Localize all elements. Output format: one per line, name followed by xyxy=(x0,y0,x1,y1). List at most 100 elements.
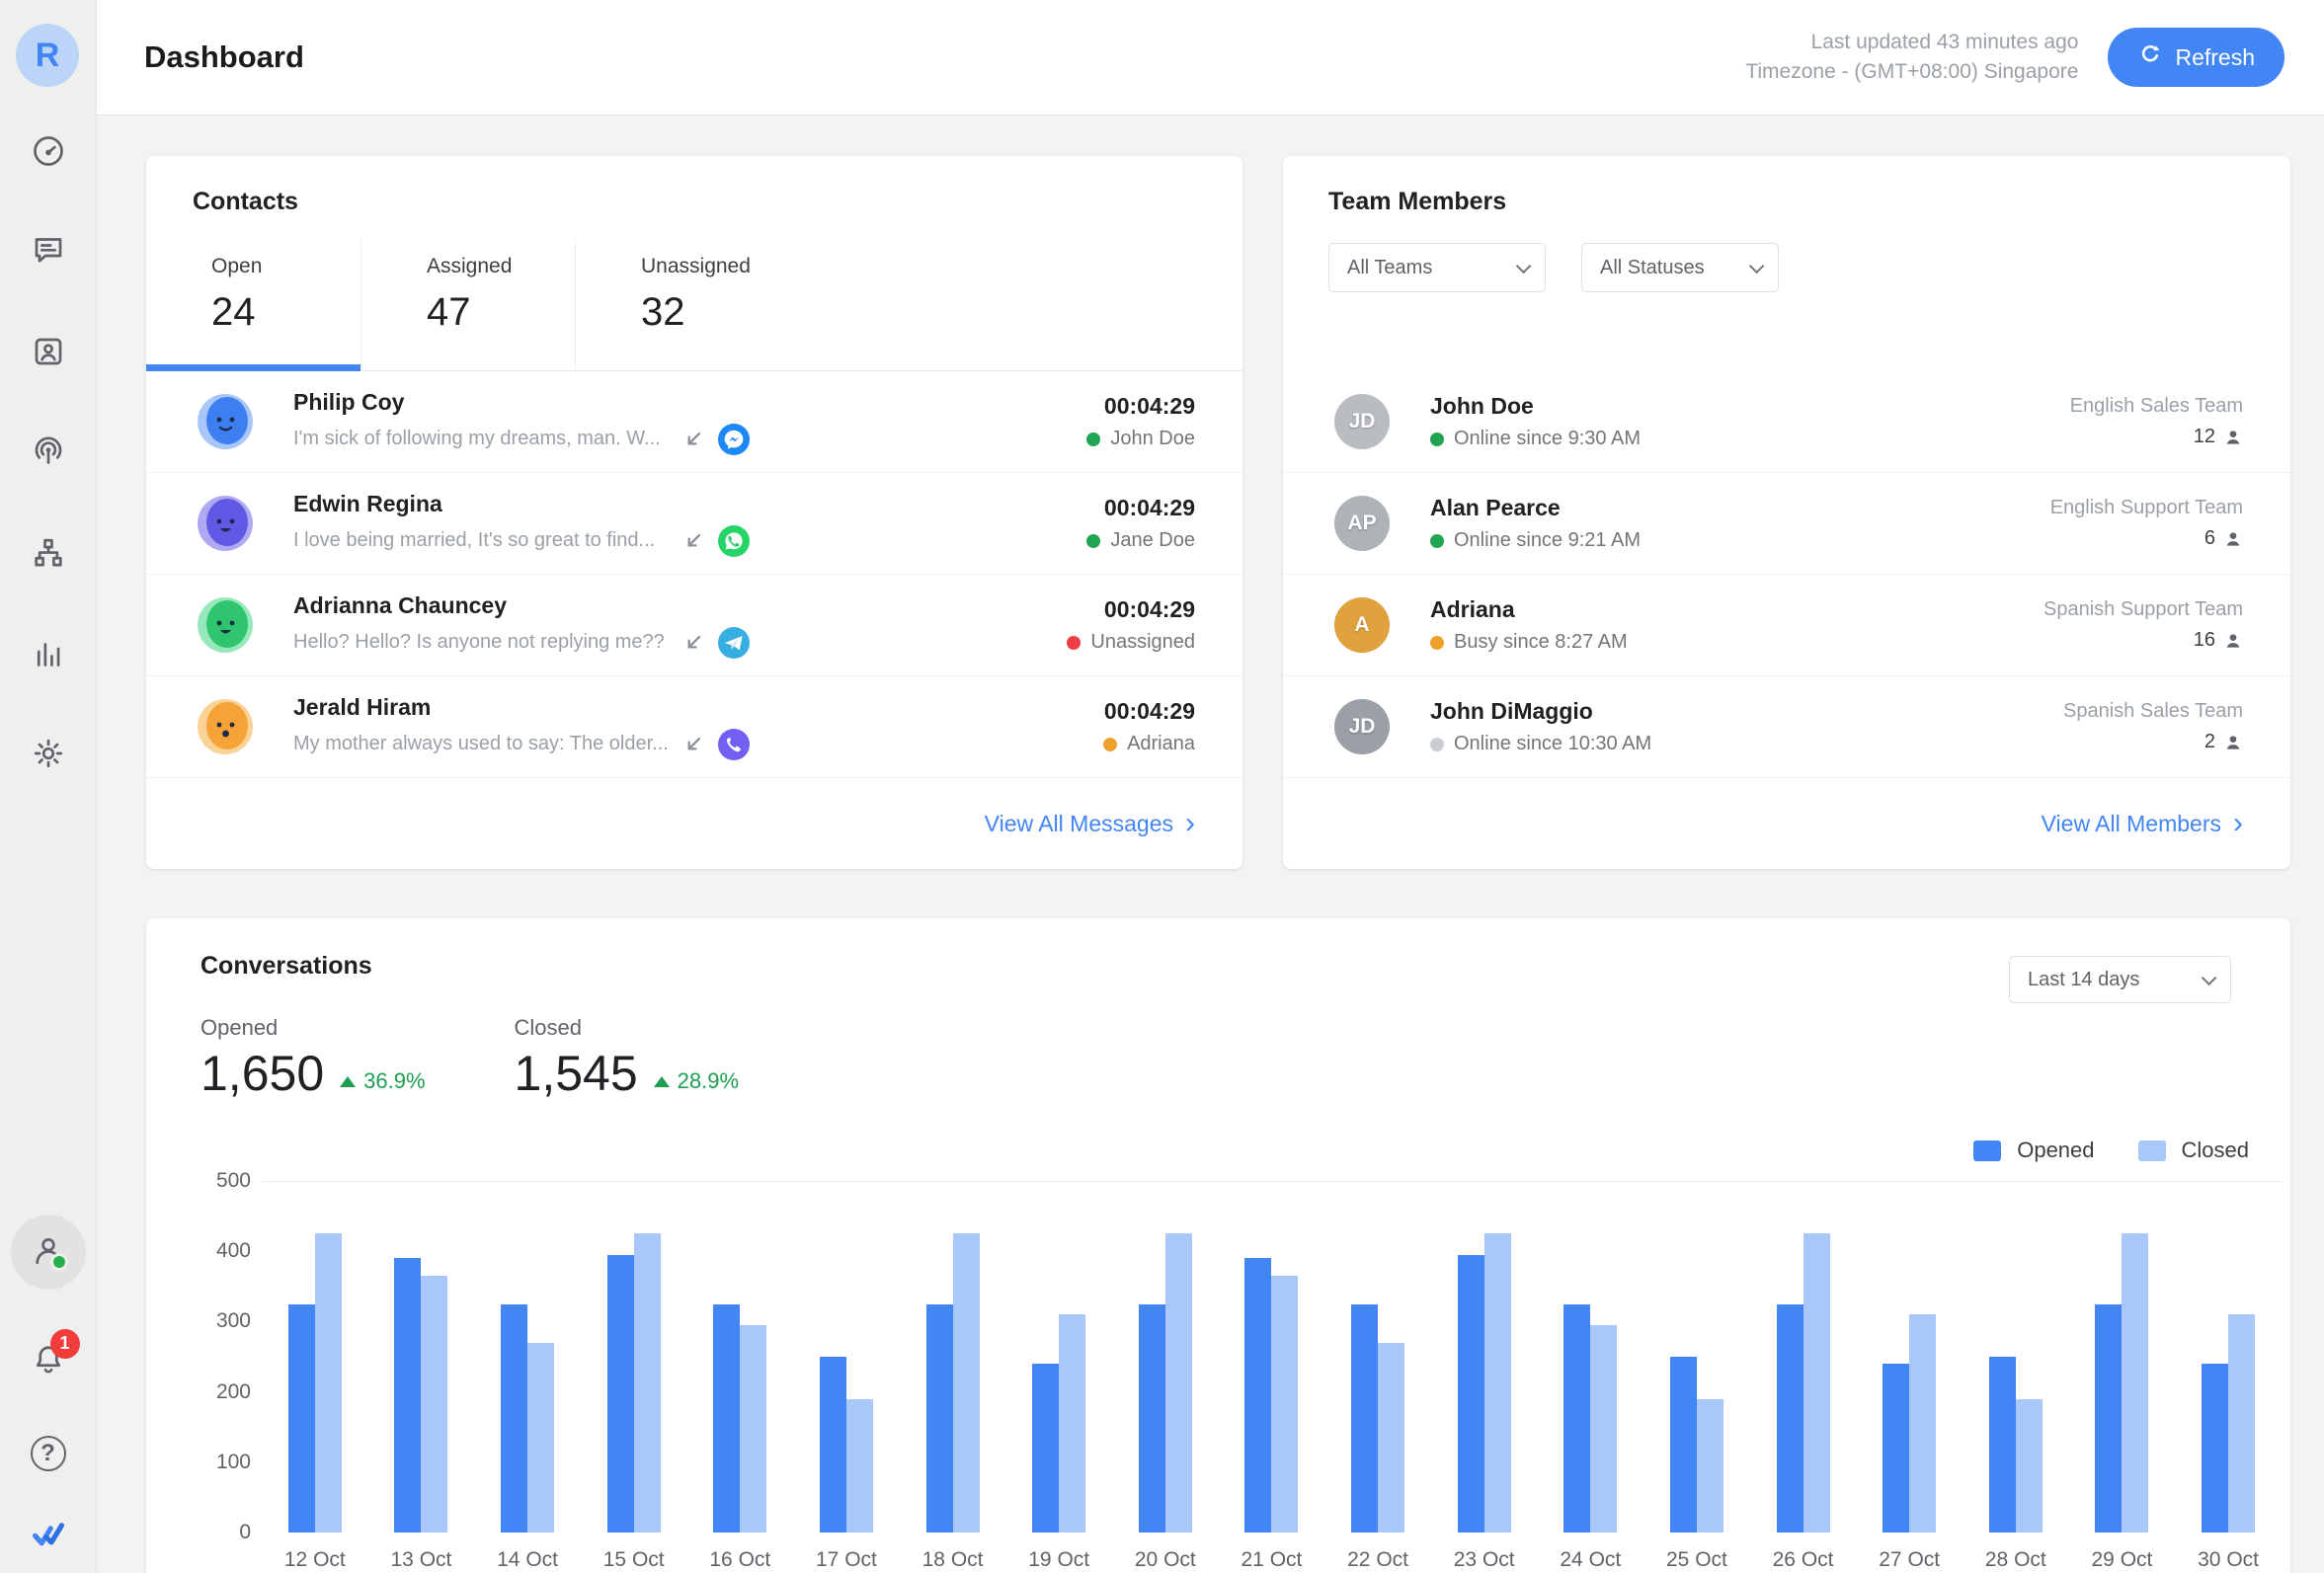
y-axis-label: 400 xyxy=(215,1239,251,1263)
contact-row[interactable]: Philip Coy I'm sick of following my drea… xyxy=(146,371,1242,473)
x-axis-label: 20 Oct xyxy=(1134,1548,1196,1571)
question-mark-icon: ? xyxy=(30,1436,66,1471)
sidebar-item-contacts[interactable] xyxy=(29,334,68,373)
sidebar-item-dashboard[interactable] xyxy=(29,133,68,173)
team-member-row[interactable]: JD John DiMaggio Online since 10:30 AM S… xyxy=(1283,676,2290,778)
contact-row[interactable]: Edwin Regina I love being married, It's … xyxy=(146,473,1242,575)
contact-row[interactable]: Adrianna Chauncey Hello? Hello? Is anyon… xyxy=(146,575,1242,676)
bar-opened xyxy=(1669,1357,1697,1533)
legend-swatch xyxy=(1973,1140,2002,1161)
bar-opened xyxy=(287,1303,315,1533)
contact-name: Jerald Hiram xyxy=(293,693,432,720)
chevron-right-icon: › xyxy=(1185,807,1195,839)
page-title: Dashboard xyxy=(144,39,304,74)
channel-icon xyxy=(718,525,750,557)
chart-bar-group: 18 Oct xyxy=(900,1181,1006,1571)
chart-bar-group: 15 Oct xyxy=(581,1181,687,1571)
double-check-logo-icon xyxy=(31,1516,66,1556)
stat-delta: 28.9% xyxy=(653,1068,740,1094)
member-avatar: JD xyxy=(1334,699,1390,754)
contacts-tab[interactable]: Unassigned 32 xyxy=(575,239,789,370)
bar-opened xyxy=(2202,1364,2229,1533)
help-button[interactable]: ? xyxy=(29,1434,68,1473)
team-member-row[interactable]: AP Alan Pearce Online since 9:21 AM Engl… xyxy=(1283,473,2290,575)
bar-chart-icon xyxy=(31,637,66,677)
contact-timer: 00:04:29 xyxy=(1103,495,1195,520)
sidebar-item-broadcast[interactable] xyxy=(29,434,68,474)
member-name: John DiMaggio xyxy=(1430,698,1593,724)
contact-message-preview: I'm sick of following my dreams, man. W.… xyxy=(293,428,661,449)
bar-closed xyxy=(2228,1314,2256,1533)
bar-closed xyxy=(1696,1398,1723,1533)
sidebar: R xyxy=(0,0,97,1573)
sidebar-item-messages[interactable] xyxy=(29,232,68,272)
bar-opened xyxy=(1457,1254,1484,1533)
x-axis-label: 26 Oct xyxy=(1772,1548,1834,1571)
contact-avatar xyxy=(198,496,253,551)
x-axis-label: 17 Oct xyxy=(816,1548,877,1571)
bar-closed xyxy=(1378,1342,1405,1533)
contact-row-right: 00:04:29 Jane Doe xyxy=(1086,495,1195,552)
team-member-row[interactable]: JD John Doe Online since 9:30 AM English… xyxy=(1283,371,2290,473)
date-range-select[interactable]: Last 14 days xyxy=(2009,956,2231,1003)
member-row-right: English Support Team 6 xyxy=(2050,497,2243,550)
all-statuses-select[interactable]: All Statuses xyxy=(1581,243,1779,292)
stat-block: Closed 1,545 28.9% xyxy=(515,1015,740,1102)
header-meta: Last updated 43 minutes ago Timezone - (… xyxy=(1745,28,2078,87)
bar-closed xyxy=(740,1324,767,1533)
contacts-tab[interactable]: Open 24 xyxy=(146,239,361,371)
stat-value: 1,650 xyxy=(200,1046,325,1101)
all-teams-select[interactable]: All Teams xyxy=(1328,243,1546,292)
member-row-right: English Sales Team 12 xyxy=(2070,395,2243,448)
sidebar-item-reports[interactable] xyxy=(29,637,68,676)
contact-row-right: 00:04:29 Adriana xyxy=(1103,698,1195,755)
bar-opened xyxy=(1988,1357,2016,1533)
view-all-members-link[interactable]: View All Members › xyxy=(2042,809,2243,838)
member-status-text: Online since 10:30 AM xyxy=(1454,733,1652,754)
gear-icon xyxy=(31,736,66,776)
team-member-row[interactable]: A Adriana Busy since 8:27 AM Spanish Sup… xyxy=(1283,575,2290,676)
member-status-dot xyxy=(1430,737,1444,751)
contacts-tab[interactable]: Assigned 47 xyxy=(361,239,575,370)
bar-opened xyxy=(606,1254,634,1533)
chat-bubble-icon xyxy=(31,232,66,273)
conversation-stats: Opened 1,650 36.9% Closed 1,545 xyxy=(200,1015,739,1102)
x-axis-label: 13 Oct xyxy=(390,1548,452,1571)
team-members-list: JD John Doe Online since 9:30 AM English… xyxy=(1283,371,2290,778)
bar-closed xyxy=(1909,1314,1937,1533)
team-members-title: Team Members xyxy=(1328,188,1507,215)
bar-opened xyxy=(501,1303,528,1533)
team-members-card: Team Members All Teams All Statuses JD J… xyxy=(1283,156,2290,869)
bar-closed xyxy=(1483,1233,1511,1533)
sidebar-item-workflows[interactable] xyxy=(29,535,68,575)
bar-closed xyxy=(527,1342,555,1533)
notifications-button[interactable]: 1 xyxy=(29,1328,80,1380)
stat-delta-value: 28.9% xyxy=(677,1068,740,1093)
stat-line: 1,650 36.9% xyxy=(200,1045,426,1102)
tab-label: Assigned xyxy=(427,255,513,277)
tab-label: Open xyxy=(211,255,263,277)
last-updated-text: Last updated 43 minutes ago xyxy=(1810,31,2079,53)
contacts-list: Philip Coy I'm sick of following my drea… xyxy=(146,371,1242,778)
user-avatar-button[interactable] xyxy=(29,1232,68,1272)
notification-badge: 1 xyxy=(49,1328,80,1359)
channel-icon xyxy=(718,729,750,760)
sidebar-item-settings[interactable] xyxy=(29,736,68,775)
contact-row[interactable]: Jerald Hiram My mother always used to sa… xyxy=(146,676,1242,778)
contact-text: Edwin Regina I love being married, It's … xyxy=(293,491,750,557)
view-all-messages-label: View All Messages xyxy=(984,810,1173,836)
contact-message-line: Hello? Hello? Is anyone not replying me?… xyxy=(293,627,750,659)
bar-closed xyxy=(1590,1324,1618,1533)
assignee-name: Unassigned xyxy=(1090,631,1195,653)
bar-closed xyxy=(314,1233,342,1533)
chart-bar-group: 30 Oct xyxy=(2175,1181,2282,1571)
refresh-button[interactable]: Refresh xyxy=(2108,28,2284,87)
conversations-card: Conversations Opened 1,650 36.9% Closed xyxy=(146,918,2290,1573)
assignee-status-dot xyxy=(1086,432,1101,446)
view-all-messages-link[interactable]: View All Messages › xyxy=(984,807,1195,839)
member-avatar: JD xyxy=(1334,394,1390,449)
tab-count: 32 xyxy=(641,290,685,334)
workspace-avatar[interactable]: R xyxy=(16,24,79,87)
contact-timer: 00:04:29 xyxy=(1103,698,1195,724)
member-team-count: 2 xyxy=(2063,731,2243,753)
